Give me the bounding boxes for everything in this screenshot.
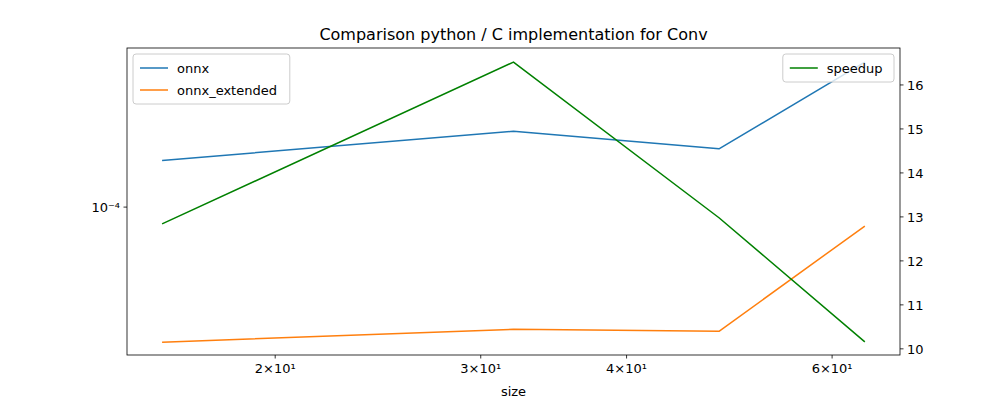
y2-tick	[900, 216, 904, 217]
x-tick	[480, 355, 481, 359]
legend-box	[783, 54, 894, 82]
legend-label: onnx_extended	[177, 83, 277, 98]
legend-label: onnx	[177, 61, 209, 76]
legend-label: speedup	[827, 61, 883, 76]
legend-swatch	[140, 67, 168, 69]
x-tick	[626, 355, 627, 359]
y2-tick	[900, 260, 904, 261]
chart: Comparison python / C implementation for…	[0, 0, 1000, 400]
y2-tick-label: 11	[907, 298, 924, 313]
legend-swatch	[790, 67, 818, 69]
x-tick-label: 3×10¹	[460, 361, 501, 376]
x-tick-label: 6×10¹	[812, 361, 853, 376]
x-tick-label: 4×10¹	[606, 361, 647, 376]
y2-tick-label: 10	[907, 342, 924, 357]
x-tick	[832, 355, 833, 359]
x-tick-label: 2×10¹	[255, 361, 296, 376]
frame	[127, 48, 900, 355]
y2-tick	[900, 172, 904, 173]
y2-tick-label: 13	[907, 210, 924, 225]
title: Comparison python / C implementation for…	[319, 25, 707, 44]
y2-tick	[900, 348, 904, 349]
legend: speedup	[783, 54, 894, 82]
legend-swatch	[140, 89, 168, 91]
legend-box	[133, 54, 290, 104]
y2-tick-label: 15	[907, 122, 924, 137]
y2-tick-label: 12	[907, 254, 924, 269]
x-tick	[275, 355, 276, 359]
y2-tick	[900, 128, 904, 129]
y2-tick-label: 14	[907, 166, 924, 181]
y-tick-label: 10⁻⁴	[91, 200, 120, 215]
legend: onnx onnx_extended	[133, 54, 290, 104]
series-line	[162, 226, 865, 342]
background	[0, 0, 1000, 400]
y2-tick	[900, 84, 904, 85]
x-label: size	[501, 384, 526, 399]
y2-tick-label: 16	[907, 78, 924, 93]
y2-tick	[900, 304, 904, 305]
y-tick	[124, 207, 128, 208]
